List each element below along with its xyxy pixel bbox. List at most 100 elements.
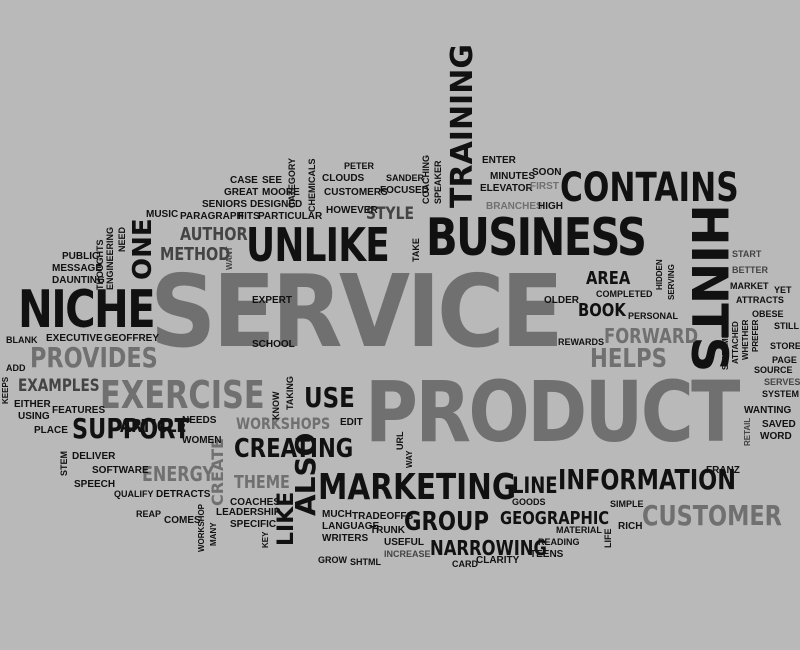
word-sander: SANDER <box>386 173 425 183</box>
word-method: METHOD <box>160 244 231 265</box>
word-support: SUPPORT <box>72 412 190 445</box>
word-still: STILL <box>774 321 799 331</box>
word-add: ADD <box>6 363 26 373</box>
word-designed: DESIGNED <box>250 199 303 210</box>
word-card: CARD <box>452 559 478 569</box>
word-particular: PARTICULAR <box>258 211 323 222</box>
word-customers: CUSTOMERS <box>324 187 388 198</box>
word-coaches: COACHES <box>230 497 281 508</box>
word-style: STYLE <box>366 204 415 224</box>
word-attached: ATTACHED <box>731 321 740 364</box>
word-leadership: LEADERSHIP <box>216 507 281 518</box>
word-message: MESSAGE <box>52 263 103 274</box>
word-much: MUCH <box>322 509 352 520</box>
word-need: NEED <box>117 226 127 252</box>
word-trunk: TRUNK <box>370 525 405 536</box>
word-store: STORE <box>770 341 800 351</box>
word-training: TRAINING <box>445 44 480 208</box>
word-source: SOURCE <box>754 365 793 375</box>
word-theme: THEME <box>234 472 290 493</box>
word-url: URL <box>395 431 405 451</box>
word-expert: EXPERT <box>252 295 293 306</box>
word-narrowing: NARROWING <box>430 536 548 560</box>
word-blank: BLANK <box>6 335 38 345</box>
word-reading: READING <box>538 537 580 547</box>
word-useful: USEFUL <box>384 537 424 548</box>
word-exercise: EXERCISE <box>100 373 265 417</box>
word-using: USING <box>18 411 50 422</box>
word-serving: SERVING <box>667 264 676 300</box>
word-provides: PROVIDES <box>30 341 158 374</box>
word-detracts: DETRACTS <box>156 489 211 500</box>
word-school: SCHOOL <box>252 339 295 350</box>
word-line: LINE <box>512 474 558 499</box>
word-great: GREAT <box>224 187 259 198</box>
word-forward: FORWARD <box>604 324 699 348</box>
word-geoffrey: GEOFFREY <box>104 333 160 344</box>
word-case: CASE <box>230 175 258 186</box>
word-daunting: DAUNTING <box>52 275 105 286</box>
word-niche: NICHE <box>18 280 156 340</box>
word-way: WAY <box>405 450 414 469</box>
word-business: BUSINESS <box>426 208 647 268</box>
word-comes: COMES <box>164 515 201 526</box>
word-prefer: PREFER <box>751 319 760 352</box>
word-examples: EXAMPLES <box>18 376 100 396</box>
word-information: INFORMATION <box>558 463 736 496</box>
word-place: PLACE <box>34 425 68 436</box>
word-increase: INCREASE <box>384 549 431 559</box>
word-shtml: SHTML <box>350 557 381 567</box>
word-speech: SPEECH <box>74 479 116 490</box>
word-personal: PERSONAL <box>628 311 679 321</box>
word-article: ARTICLE <box>120 416 187 437</box>
word-system: SYSTEM <box>762 389 800 399</box>
word-serves: SERVES <box>764 377 800 387</box>
word-market: MARKET <box>730 281 769 291</box>
word-specific: SPECIFIC <box>230 519 277 530</box>
word-book: BOOK <box>578 300 626 321</box>
word-completed: COMPLETED <box>596 289 653 299</box>
word-start: START <box>732 249 762 259</box>
word-seniors: SENIORS <box>202 199 248 210</box>
word-saved: SAVED <box>762 419 796 430</box>
word-use: USE <box>304 381 355 414</box>
word-older: OLDER <box>544 295 579 306</box>
word-one: ONE <box>128 218 158 280</box>
word-peter: PETER <box>344 161 375 171</box>
word-software: SOFTWARE <box>92 465 149 476</box>
word-executive: EXECUTIVE <box>46 333 103 344</box>
word-moore: MOORE <box>262 187 300 198</box>
word-clarity: CLARITY <box>476 555 520 566</box>
word-want: WANT <box>225 246 234 270</box>
word-engineering: ENGINEERING <box>105 226 115 290</box>
word-workshop: WORKSHOP <box>197 504 206 552</box>
word-take: TAKE <box>411 238 421 262</box>
word-service: SERVICE <box>150 253 564 370</box>
word-whether: WHETHER <box>741 319 750 360</box>
word-grow: GROW <box>318 555 347 565</box>
word-needs: NEEDS <box>182 415 217 426</box>
word-stem: STEM <box>59 450 69 476</box>
word-page: PAGE <box>772 355 797 365</box>
word-wanting: WANTING <box>744 405 792 416</box>
word-teens: TEENS <box>530 549 564 560</box>
word-word: WORD <box>760 431 792 442</box>
word-statement: STATEMENT <box>721 322 730 370</box>
word-yet: YET <box>774 285 792 295</box>
word-public: PUBLIC <box>62 251 100 262</box>
word-helps: HELPS <box>590 344 667 374</box>
word-create: CREATE <box>208 438 227 506</box>
word-either: EITHER <box>14 399 51 410</box>
word-life: LIFE <box>603 528 613 549</box>
word-hidden: HIDDEN <box>655 259 664 290</box>
word-material: MATERIAL <box>556 525 602 535</box>
word-attracts: ATTRACTS <box>736 295 784 305</box>
word-product: PRODUCT <box>365 363 740 461</box>
word-minutes: MINUTES <box>490 171 535 182</box>
word-writers: WRITERS <box>322 533 369 544</box>
word-branches: BRANCHES <box>486 201 543 212</box>
word-fits: FITS <box>238 211 260 222</box>
word-speaker: SPEAKER <box>433 160 443 204</box>
word-edit: EDIT <box>340 417 363 428</box>
